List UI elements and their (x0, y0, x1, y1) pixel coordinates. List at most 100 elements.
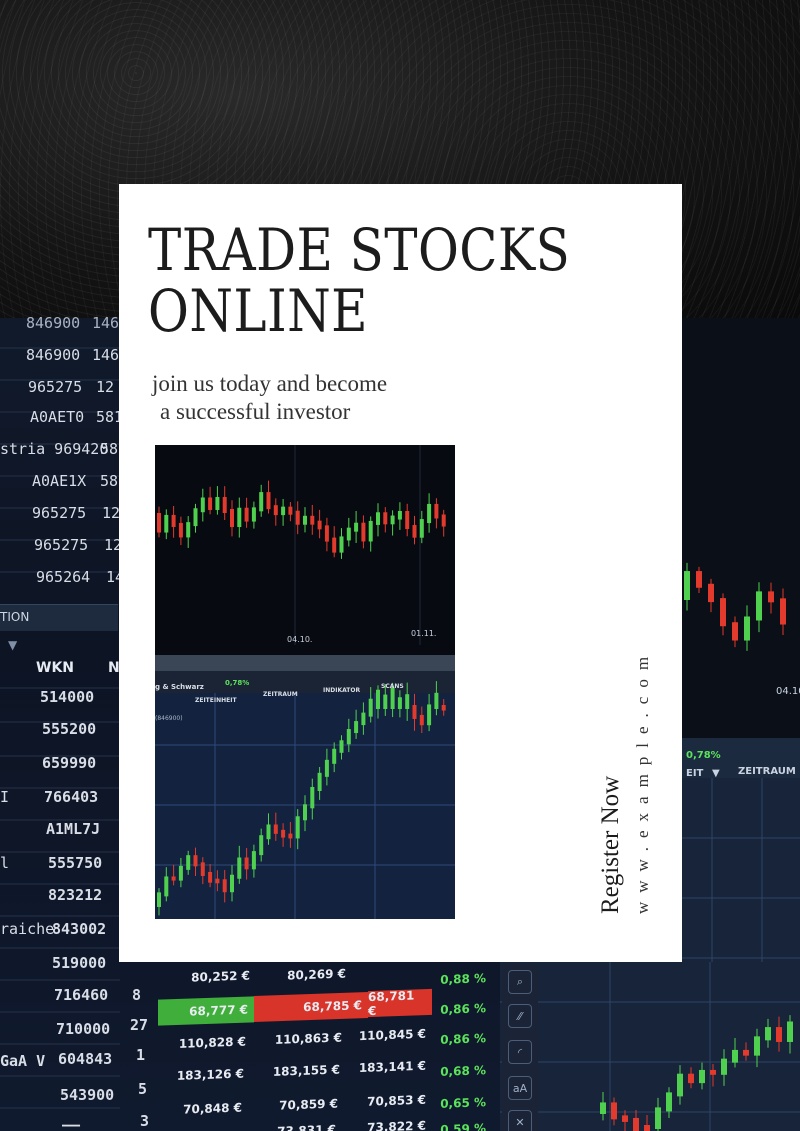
candle-body (655, 1107, 661, 1129)
candle-body (419, 519, 424, 538)
candle-body (178, 522, 183, 538)
photo-tab-label: ZEITEINHEIT (195, 697, 237, 704)
candle-body (765, 1027, 771, 1041)
photo-broker-label: g & Schwarz (155, 683, 204, 691)
right-chart-tab: EIT (686, 768, 704, 779)
candle-body (684, 571, 690, 600)
candle-body (208, 871, 213, 883)
candle-body (332, 748, 337, 764)
candle-body (699, 1069, 705, 1084)
candle-body (361, 712, 366, 726)
candle-body (434, 692, 439, 709)
candle-body (368, 520, 373, 542)
candle-body (193, 508, 198, 527)
candle-body (273, 505, 278, 516)
candle-body (390, 687, 395, 709)
candle-body (171, 514, 176, 527)
candle-body (383, 512, 388, 525)
candle-body (346, 527, 351, 541)
candle-body (281, 829, 286, 838)
candle-body (237, 507, 242, 528)
wkn-header-suffix: N (108, 660, 120, 676)
headline-line: ONLINE (148, 277, 369, 345)
candle-body (186, 855, 191, 870)
candle-body (171, 876, 176, 881)
candle-body (303, 515, 307, 525)
wkn-value: 604843 (58, 1050, 113, 1068)
wkn-header: WKN (36, 660, 75, 676)
candle-body (186, 522, 191, 538)
candle-body (230, 874, 234, 893)
chevron-down-icon: ▼ (712, 768, 720, 779)
candle-body (251, 507, 256, 522)
arc-icon[interactable]: ◜ (508, 1040, 532, 1064)
drawing-toolbar: ⌕ ⁄⁄ ◜ aA ✕ (502, 964, 538, 1131)
price-cell: 70,853 € (367, 1092, 426, 1109)
candle-body (397, 697, 402, 709)
promo-card: TRADE STOCKS ONLINE join us today and be… (119, 184, 682, 962)
price-cell: 73,822 € (367, 1118, 426, 1131)
candle-body (354, 721, 359, 734)
register-now-link[interactable]: Register Now (597, 775, 624, 914)
candle-body (600, 1102, 606, 1114)
price-cell: 183,126 € (176, 1066, 244, 1083)
candle-body (361, 522, 366, 542)
subheadline-line: join us today and become (152, 371, 388, 396)
right-chart-date: 04.10 (776, 686, 800, 697)
wkn-value: A1ML7J (46, 820, 101, 838)
wkn-value: 716460 (54, 986, 109, 1004)
qty-value: 3 (140, 1112, 150, 1130)
candle-body (696, 571, 702, 588)
candle-body (157, 513, 161, 533)
price-table: 80,252 € 80,269 € 0,88 % 68,777 € 68,785… (120, 962, 500, 1131)
wkn-value: 766403 (44, 788, 99, 806)
candle-body (441, 514, 446, 527)
photo-tab-label: ZEITRAUM (263, 691, 298, 698)
price-cell: 70,848 € (183, 1100, 242, 1117)
candle-body (677, 1073, 683, 1097)
pct-cell: 0,65 % (440, 1095, 486, 1111)
qty-value: 8 (132, 986, 142, 1004)
left-number: 965275 (34, 536, 89, 554)
left-number-suffix: 146 (92, 314, 120, 332)
magnifier-icon[interactable]: ⌕ (508, 970, 532, 994)
left-stock-table (0, 318, 120, 1131)
candle-body (237, 857, 242, 879)
candle-body (688, 1073, 694, 1084)
candle-body (611, 1102, 617, 1120)
left-number: 846900 (26, 314, 81, 332)
price-cell-bid: 68,777 € (158, 996, 254, 1026)
photo-chart-svg (155, 445, 455, 919)
headline: TRADE STOCKS ONLINE (148, 220, 570, 342)
candle-body (708, 583, 714, 603)
photo-tab-label: SCANS (381, 683, 404, 690)
candle-body (193, 855, 198, 867)
candle-body (390, 515, 395, 525)
candle-body (732, 622, 738, 641)
candle-body (230, 509, 234, 528)
photo-pct-label: 0,78% (225, 679, 250, 687)
candle-body (756, 591, 762, 621)
left-number: A0AE1X (32, 472, 87, 490)
candle-body (215, 497, 220, 510)
cross-icon[interactable]: ✕ (508, 1110, 532, 1131)
text-tool-icon[interactable]: aA (508, 1076, 532, 1100)
wkn-value: 519000 (52, 954, 107, 972)
trend-line-icon[interactable]: ⁄⁄ (508, 1004, 532, 1028)
candle-body (434, 503, 439, 519)
left-number-suffix: 12 (102, 504, 121, 522)
candle-body (744, 616, 750, 641)
wkn-prefix: GaA V (0, 1052, 46, 1070)
subheadline-line: a successful investor (160, 399, 351, 424)
wkn-prefix: I (0, 788, 10, 806)
candle-body (710, 1069, 716, 1075)
wkn-value: 543900 (60, 1086, 115, 1104)
left-number-suffix: 58 (100, 472, 119, 490)
left-number-suffix: 12 (104, 536, 123, 554)
left-number-suffix: 146 (92, 346, 120, 364)
candle-body (259, 492, 264, 512)
candle-body (405, 510, 410, 530)
pct-cell: 0,59 % (440, 1121, 486, 1131)
website-url[interactable]: www.example.com (633, 647, 652, 914)
candle-body (721, 1058, 727, 1075)
